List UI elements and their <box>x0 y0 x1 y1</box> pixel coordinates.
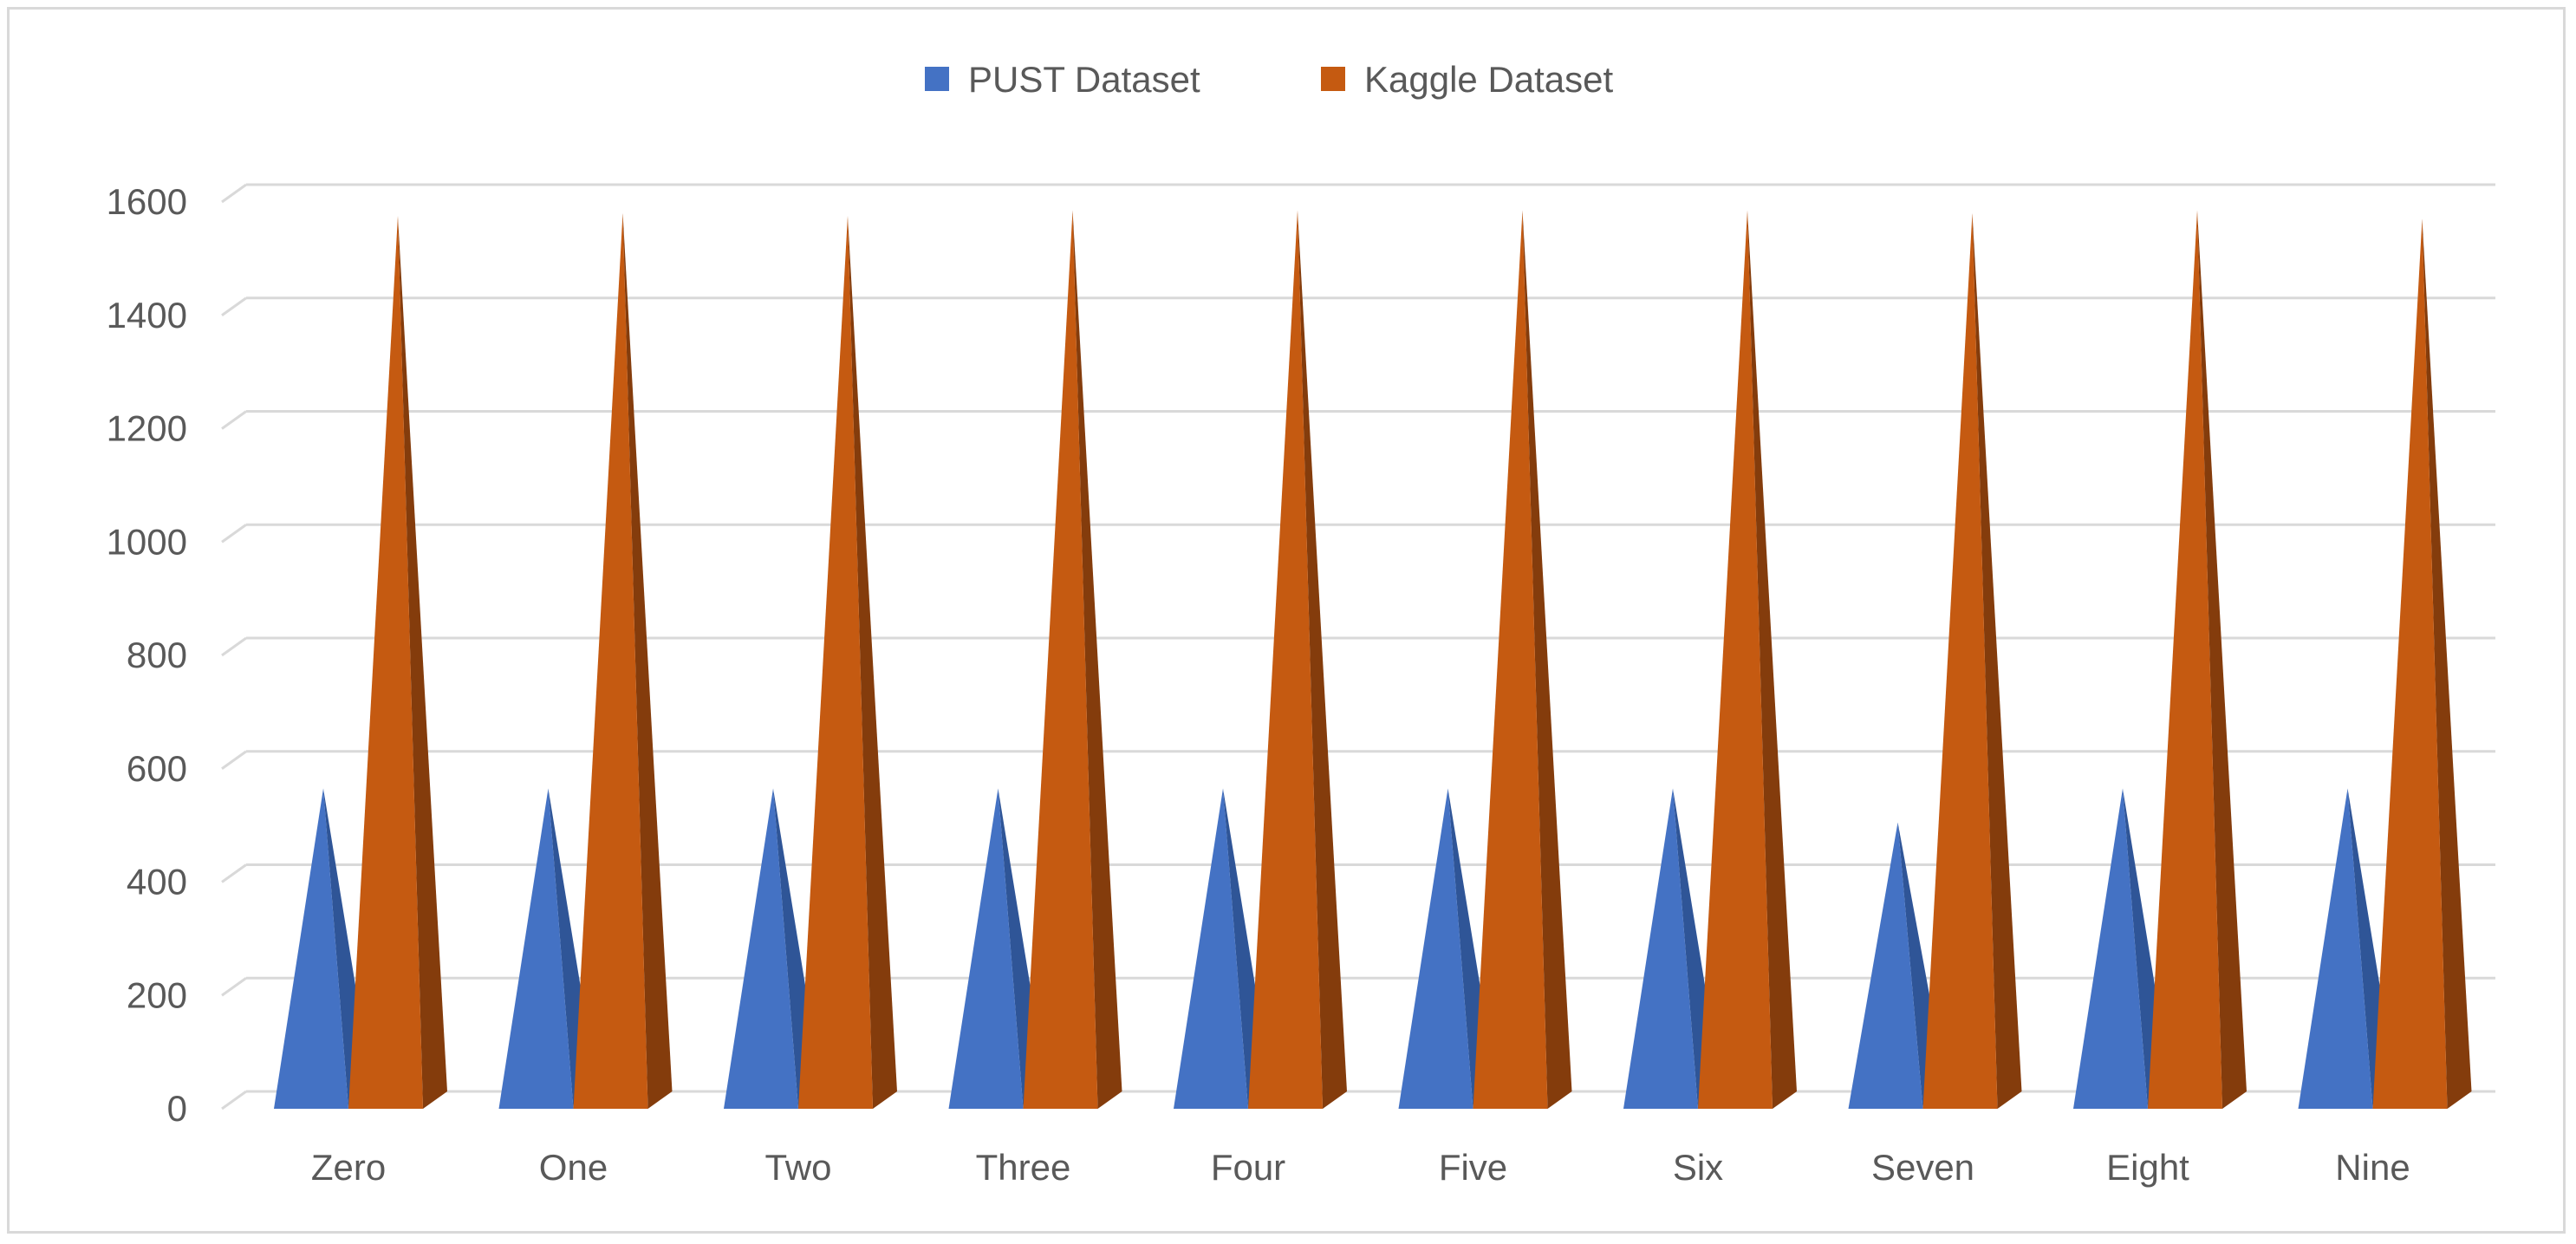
legend-swatch-kaggle <box>1321 67 1345 91</box>
pust-bar-five <box>1398 788 1473 1109</box>
pust-bar-two <box>724 788 798 1109</box>
legend-label-kaggle: Kaggle Dataset <box>1364 59 1614 100</box>
kaggle-bar-side-one <box>622 212 673 1110</box>
kaggle-bar-side-seven <box>1972 212 2022 1110</box>
bars <box>274 210 2472 1110</box>
gridline-depth <box>221 750 247 770</box>
kaggle-bar-seven <box>1922 212 1998 1110</box>
x-category-label: Two <box>764 1147 831 1188</box>
y-tick-label: 800 <box>127 635 187 675</box>
kaggle-bar-side-five <box>1522 210 1572 1109</box>
y-tick-label: 0 <box>167 1088 187 1129</box>
gridline-depth <box>221 1090 247 1110</box>
x-category-label: Three <box>976 1147 1071 1188</box>
x-category-label: Zero <box>311 1147 386 1188</box>
gridline-depth <box>221 863 247 883</box>
kaggle-bar-three <box>1023 210 1098 1109</box>
legend: PUST Dataset Kaggle Dataset <box>925 59 1614 100</box>
chart-frame: PUST Dataset Kaggle Dataset 0 200 400 600 80… <box>7 7 2566 1234</box>
y-tick-label: 1400 <box>107 295 187 335</box>
y-tick-label: 1600 <box>107 181 187 222</box>
x-category-label: Eight <box>2106 1147 2189 1188</box>
kaggle-bar-four <box>1248 210 1323 1109</box>
kaggle-bar-nine <box>2372 218 2448 1110</box>
legend-swatch-pust <box>925 67 949 91</box>
x-category-label: Four <box>1211 1147 1285 1188</box>
pust-bar-eight <box>2073 788 2148 1109</box>
x-category-label: Seven <box>1871 1147 1974 1188</box>
x-category-label: Five <box>1439 1147 1507 1188</box>
pust-bar-seven <box>1848 822 1923 1109</box>
pust-bar-nine <box>2298 788 2373 1109</box>
gridline-depth <box>221 636 247 657</box>
y-tick-label: 1200 <box>107 408 187 449</box>
pust-bar-one <box>498 788 574 1109</box>
kaggle-bar-side-three <box>1072 210 1122 1109</box>
y-tick-label: 200 <box>127 974 187 1015</box>
pust-bar-four <box>1174 788 1248 1109</box>
chart-svg: PUST Dataset Kaggle Dataset 0 200 400 600 80… <box>107 59 2495 1188</box>
gridline-depth <box>221 977 247 997</box>
x-category-label: Nine <box>2335 1147 2410 1188</box>
gridline-depth <box>221 524 247 544</box>
x-category-label: One <box>539 1147 608 1188</box>
y-axis-tick-labels: 0 200 400 600 800 1000 1200 1400 1600 <box>107 181 187 1129</box>
kaggle-bar-one <box>573 212 648 1110</box>
kaggle-bar-side-six <box>1747 210 1797 1109</box>
y-tick-label: 600 <box>127 748 187 789</box>
legend-label-pust: PUST Dataset <box>968 59 1200 100</box>
pust-bar-six <box>1623 788 1698 1109</box>
kaggle-bar-eight <box>2148 210 2222 1109</box>
kaggle-bar-side-zero <box>398 216 447 1109</box>
x-axis-category-labels: Zero One Two Three Four Five Six Seven Eight Nine <box>311 1147 2410 1188</box>
gridline-depth <box>221 296 247 316</box>
kaggle-bar-side-nine <box>2422 218 2472 1110</box>
pust-bar-three <box>948 788 1024 1109</box>
gridline-depth <box>221 183 247 204</box>
y-tick-label: 400 <box>127 862 187 902</box>
kaggle-bar-five <box>1473 210 1548 1109</box>
gridline-depth <box>221 410 247 430</box>
kaggle-bar-side-two <box>848 216 897 1109</box>
kaggle-bar-side-eight <box>2197 210 2247 1109</box>
y-tick-label: 1000 <box>107 521 187 562</box>
kaggle-bar-side-four <box>1298 210 1347 1109</box>
pust-bar-zero <box>274 788 348 1109</box>
kaggle-bar-six <box>1698 210 1773 1109</box>
kaggle-bar-two <box>798 216 873 1109</box>
kaggle-bar-zero <box>348 216 423 1109</box>
x-category-label: Six <box>1673 1147 1723 1188</box>
